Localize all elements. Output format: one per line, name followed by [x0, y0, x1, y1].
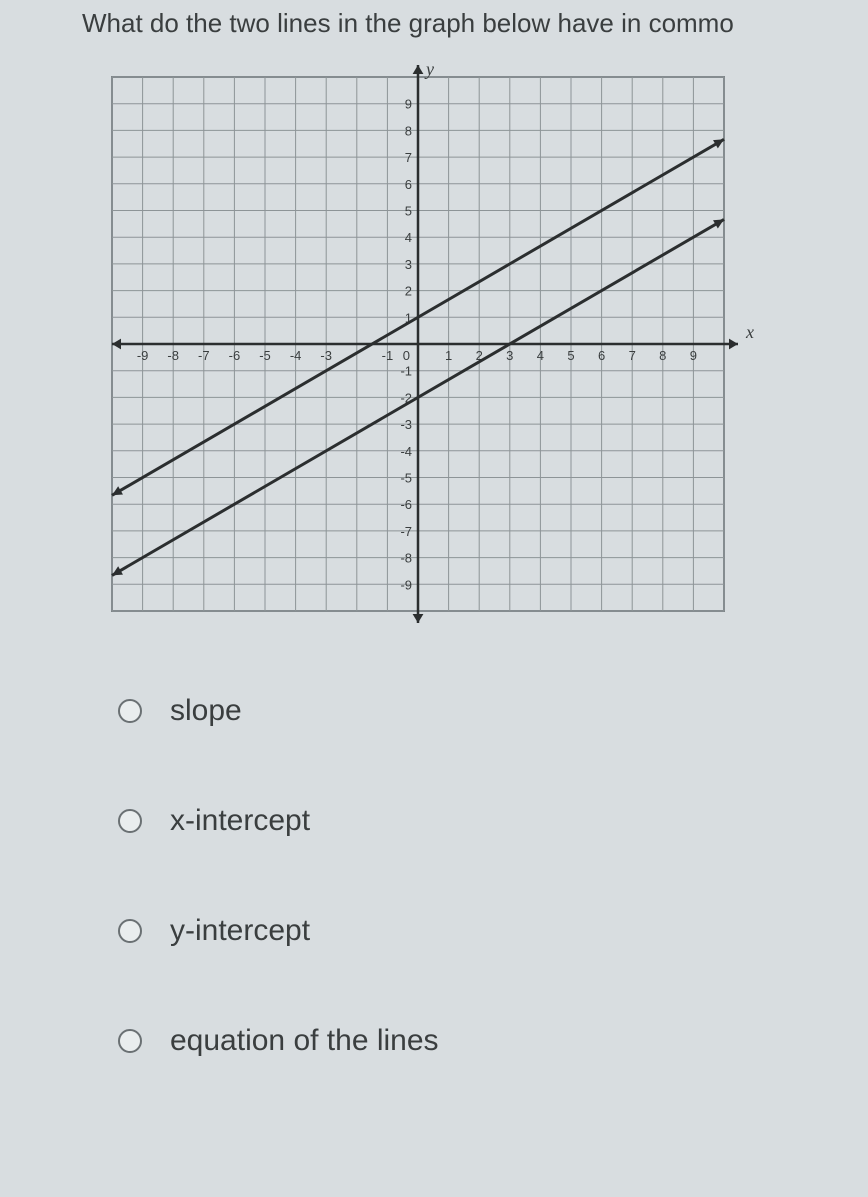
option-x-intercept[interactable]: x-intercept — [118, 804, 868, 838]
svg-text:0: 0 — [403, 348, 410, 363]
svg-text:4: 4 — [405, 230, 412, 245]
svg-text:6: 6 — [598, 348, 605, 363]
svg-text:2: 2 — [405, 284, 412, 299]
option-y-intercept[interactable]: y-intercept — [118, 914, 868, 948]
svg-text:4: 4 — [537, 348, 544, 363]
radio-icon[interactable] — [118, 1029, 142, 1053]
svg-text:-5: -5 — [400, 471, 412, 486]
svg-text:3: 3 — [506, 348, 513, 363]
option-label: equation of the lines — [170, 1024, 439, 1058]
svg-text:1: 1 — [445, 348, 452, 363]
svg-text:-7: -7 — [198, 348, 210, 363]
question-text: What do the two lines in the graph below… — [0, 0, 868, 59]
svg-text:-3: -3 — [400, 417, 412, 432]
svg-text:9: 9 — [405, 97, 412, 112]
radio-icon[interactable] — [118, 919, 142, 943]
svg-text:y: y — [424, 59, 434, 79]
option-slope[interactable]: slope — [118, 694, 868, 728]
svg-text:8: 8 — [405, 123, 412, 138]
svg-text:8: 8 — [659, 348, 666, 363]
svg-text:-1: -1 — [400, 364, 412, 379]
svg-text:-8: -8 — [167, 348, 179, 363]
svg-text:-3: -3 — [320, 348, 332, 363]
svg-text:3: 3 — [405, 257, 412, 272]
svg-text:-4: -4 — [290, 348, 302, 363]
options-group: slope x-intercept y-intercept equation o… — [118, 694, 868, 1058]
svg-text:-9: -9 — [137, 348, 149, 363]
svg-text:-6: -6 — [229, 348, 241, 363]
svg-text:-7: -7 — [400, 524, 412, 539]
option-label: x-intercept — [170, 804, 310, 838]
radio-icon[interactable] — [118, 809, 142, 833]
svg-text:-6: -6 — [400, 497, 412, 512]
option-label: slope — [170, 694, 242, 728]
svg-text:-5: -5 — [259, 348, 271, 363]
svg-text:5: 5 — [567, 348, 574, 363]
svg-text:7: 7 — [405, 150, 412, 165]
svg-text:x: x — [745, 322, 754, 342]
graph-container: xy-9-8-7-6-5-4-3-11234567890123456789-1-… — [94, 59, 868, 634]
option-label: y-intercept — [170, 914, 310, 948]
svg-text:-8: -8 — [400, 551, 412, 566]
svg-text:6: 6 — [405, 177, 412, 192]
radio-icon[interactable] — [118, 699, 142, 723]
option-equation[interactable]: equation of the lines — [118, 1024, 868, 1058]
svg-text:9: 9 — [690, 348, 697, 363]
svg-text:-1: -1 — [382, 348, 394, 363]
svg-text:5: 5 — [405, 204, 412, 219]
svg-text:-4: -4 — [400, 444, 412, 459]
coordinate-graph: xy-9-8-7-6-5-4-3-11234567890123456789-1-… — [94, 59, 764, 629]
svg-text:-9: -9 — [400, 577, 412, 592]
svg-text:7: 7 — [629, 348, 636, 363]
